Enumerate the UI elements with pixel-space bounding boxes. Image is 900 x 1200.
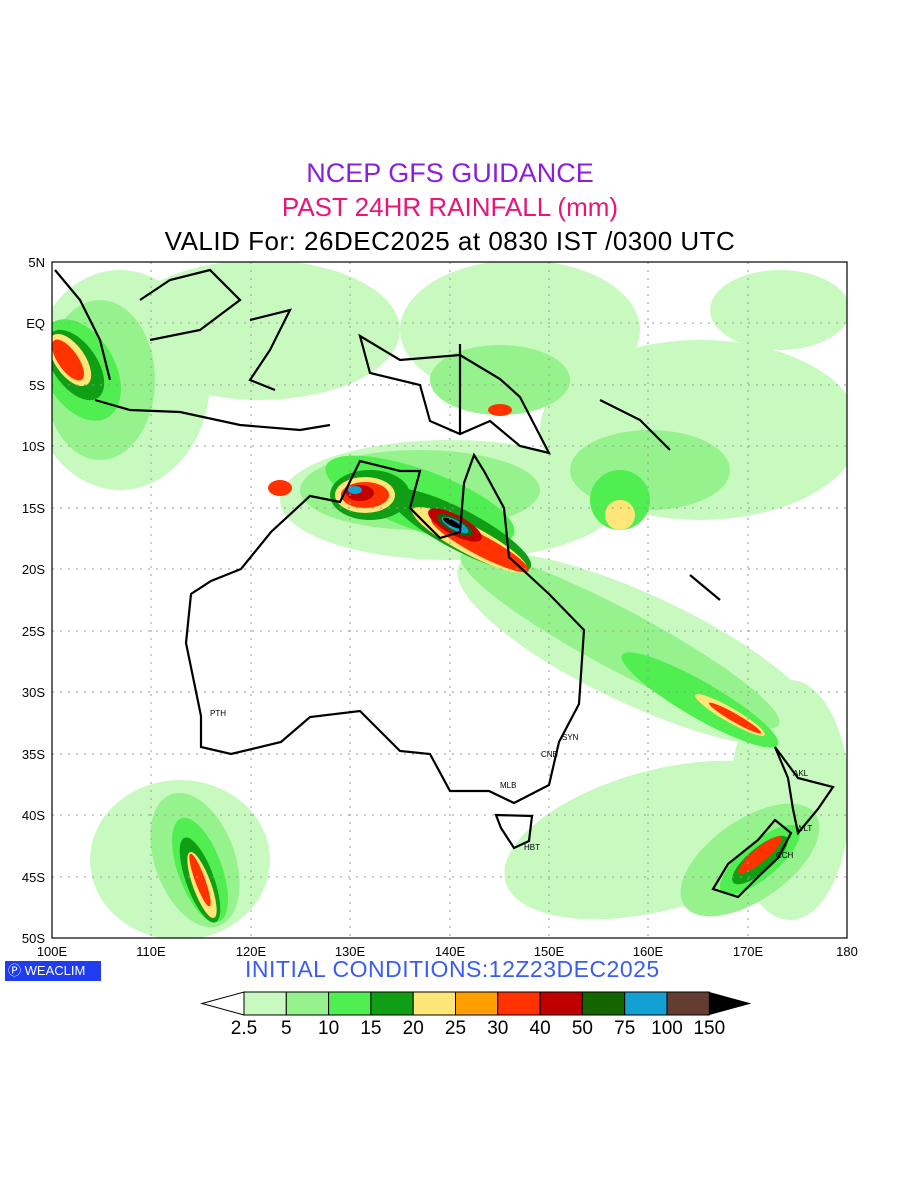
- weaclim-logo: Ⓟ WEACLIM: [5, 961, 101, 981]
- legend-arrow-high: [709, 992, 752, 1015]
- legend-label: 75: [614, 1018, 635, 1039]
- city-label: CCH: [776, 851, 794, 860]
- title-valid-time: VALID For: 26DEC2025 at 0830 IST /0300 U…: [164, 226, 736, 256]
- rainfall-fields: [52, 262, 847, 938]
- city-label: SYN: [562, 733, 579, 742]
- title-variable: PAST 24HR RAINFALL (mm): [281, 192, 619, 222]
- svg-text:30S: 30S: [22, 685, 45, 700]
- legend-label: 20: [403, 1018, 424, 1039]
- legend-swatch: [624, 991, 668, 1016]
- grid-lines: [52, 262, 847, 938]
- svg-text:20S: 20S: [22, 562, 45, 577]
- legend-label: 2.5: [231, 1018, 257, 1039]
- svg-text:110E: 110E: [136, 944, 166, 959]
- svg-text:50S: 50S: [22, 931, 45, 946]
- color-legend: 2.5 5 10 15 20 25 30 40 50 75 100 150: [200, 991, 752, 1039]
- svg-text:40S: 40S: [22, 808, 45, 823]
- legend-label: 5: [281, 1018, 292, 1039]
- svg-text:5S: 5S: [29, 378, 45, 393]
- svg-text:EQ: EQ: [26, 316, 45, 331]
- legend-swatch: [455, 991, 499, 1016]
- longitude-labels: 100E 110E 120E 130E 140E 150E 160E 170E …: [37, 944, 858, 959]
- legend-label: 40: [530, 1018, 551, 1039]
- city-label: HBT: [524, 843, 540, 852]
- svg-text:45S: 45S: [22, 870, 45, 885]
- city-label: PTH: [210, 709, 226, 718]
- svg-text:25S: 25S: [22, 624, 45, 639]
- legend-swatch: [539, 991, 583, 1016]
- svg-text:130E: 130E: [335, 944, 366, 959]
- legend-label: 10: [318, 1018, 339, 1039]
- svg-text:15S: 15S: [22, 501, 45, 516]
- svg-text:160E: 160E: [633, 944, 664, 959]
- city-label: CNB: [541, 750, 558, 759]
- legend-swatch: [497, 991, 541, 1016]
- legend-label: 15: [360, 1018, 381, 1039]
- legend-swatch: [666, 991, 710, 1016]
- title-model: NCEP GFS GUIDANCE: [306, 158, 594, 188]
- svg-text:120E: 120E: [236, 944, 267, 959]
- legend-label: 100: [651, 1018, 683, 1039]
- svg-text:140E: 140E: [435, 944, 466, 959]
- legend-label: 150: [693, 1018, 725, 1039]
- nz-south-outline: [711, 818, 793, 899]
- legend-label: 30: [487, 1018, 508, 1039]
- legend-swatch: [581, 991, 626, 1016]
- legend-arrow-low: [200, 991, 245, 1016]
- logo-text: WEACLIM: [24, 963, 86, 978]
- coastlines: [54, 268, 835, 899]
- city-label: MLB: [500, 781, 516, 790]
- legend-swatch: [285, 991, 330, 1016]
- nz-north-outline: [773, 746, 835, 836]
- svg-text:10S: 10S: [22, 439, 45, 454]
- legend-label: 25: [445, 1018, 466, 1039]
- legend-swatch: [412, 991, 457, 1016]
- australia-outline: [184, 452, 586, 805]
- city-labels: PTH SYN CNB MLB HBT AKL WLT CCH: [210, 709, 812, 860]
- legend-swatch: [243, 991, 287, 1016]
- svg-text:170E: 170E: [733, 944, 764, 959]
- legend-label: 50: [572, 1018, 593, 1039]
- svg-text:35S: 35S: [22, 747, 45, 762]
- svg-text:150E: 150E: [534, 944, 565, 959]
- city-label: WLT: [796, 824, 812, 833]
- tasmania-outline: [494, 813, 534, 850]
- legend-swatch: [370, 991, 414, 1016]
- svg-text:100E: 100E: [37, 944, 68, 959]
- city-label: AKL: [793, 769, 809, 778]
- legend-swatch: [328, 991, 372, 1016]
- indonesia-outline: [94, 398, 331, 432]
- svg-text:5N: 5N: [28, 255, 45, 270]
- latitude-labels: 5N EQ 5S 10S 15S 20S 25S 30S 35S 40S 45S…: [22, 255, 45, 946]
- map-frame: [51, 261, 848, 939]
- initial-conditions: INITIAL CONDITIONS:12Z23DEC2025: [245, 956, 660, 982]
- svg-text:180: 180: [836, 944, 858, 959]
- copyright-icon: Ⓟ: [8, 963, 22, 978]
